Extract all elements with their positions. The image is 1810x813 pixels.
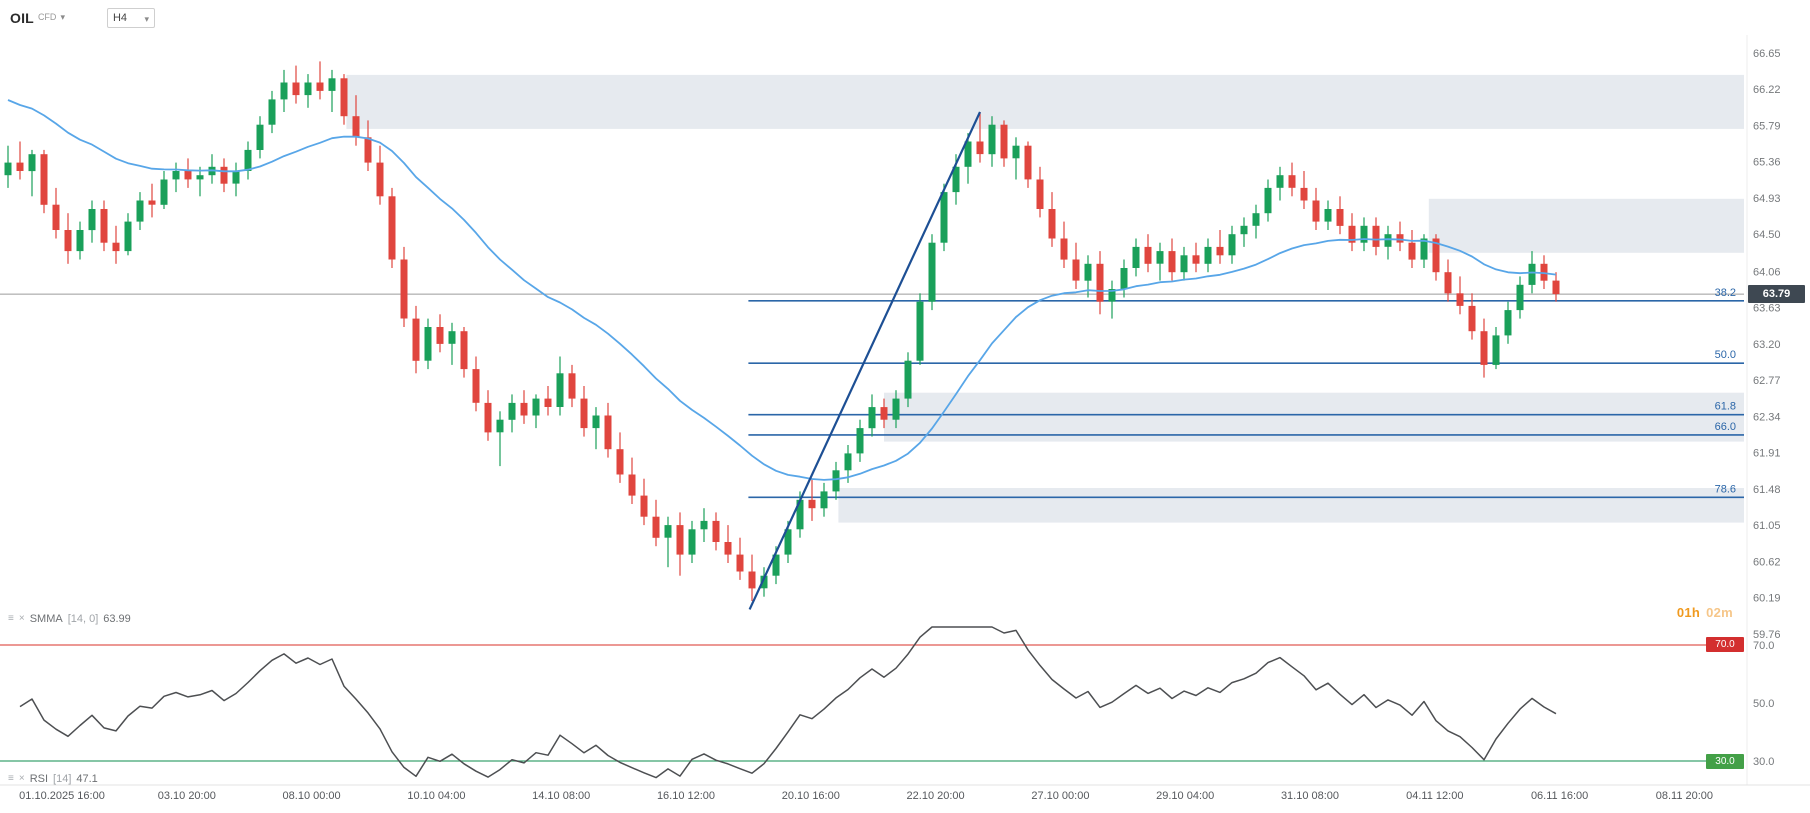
svg-text:03.10 20:00: 03.10 20:00 [158,790,216,802]
svg-text:29.10 04:00: 29.10 04:00 [1156,790,1214,802]
svg-text:38.2: 38.2 [1715,287,1736,299]
chart-area: 38.2 50.0 61.8 66.0 78.6 66.65 66.22 65.79 65.36… [0,35,1810,813]
rsi-value: 47.1 [76,773,98,785]
fibonacci-retracement: 38.2 50.0 61.8 66.0 78.6 [748,287,1744,499]
smma-value: 63.99 [103,613,131,625]
svg-text:27.10 00:00: 27.10 00:00 [1031,790,1089,802]
svg-text:50.0: 50.0 [1715,349,1736,361]
svg-text:30.0: 30.0 [1753,756,1774,768]
instrument-selector[interactable]: OIL CFD ▾ [10,10,65,26]
svg-text:08.10 00:00: 08.10 00:00 [283,790,341,802]
candles-layer [4,61,1560,601]
rsi-name: RSI [29,773,49,785]
svg-text:60.62: 60.62 [1753,556,1781,568]
svg-text:08.11 20:00: 08.11 20:00 [1656,790,1713,802]
candle-countdown: 01h 02m [1675,605,1733,620]
smma-line [7,99,1557,481]
countdown-minutes: 02m [1706,605,1733,620]
svg-text:65.79: 65.79 [1753,121,1781,133]
instrument-symbol: OIL [10,9,34,26]
smma-name: SMMA [29,613,63,625]
trend-line[interactable] [748,111,981,610]
svg-text:64.93: 64.93 [1753,193,1781,205]
indicator-menu-icon[interactable]: ≡ [8,613,14,624]
svg-text:10.10 04:00: 10.10 04:00 [407,790,465,802]
countdown-hours: 01h [1676,605,1701,620]
svg-text:50.0: 50.0 [1753,698,1774,710]
instrument-type-label: CFD [37,11,57,22]
smma-params: [14, 0] [67,613,99,625]
svg-text:06.11 16:00: 06.11 16:00 [1531,790,1588,802]
svg-text:04.11 12:00: 04.11 12:00 [1406,790,1463,802]
indicator-remove-icon[interactable]: × [18,773,25,784]
price-scale[interactable]: 66.65 66.22 65.79 65.36 64.93 64.50 64.06 63.63… [1753,48,1781,768]
svg-text:61.05: 61.05 [1753,520,1781,532]
svg-text:70.0: 70.0 [1753,640,1774,652]
svg-text:31.10 08:00: 31.10 08:00 [1281,790,1339,802]
svg-text:61.8: 61.8 [1715,401,1736,413]
indicator-menu-icon[interactable]: ≡ [8,773,14,784]
chart-toolbar: OIL CFD ▾ H4 ▾ [0,0,1810,35]
svg-text:20.10 16:00: 20.10 16:00 [782,790,840,802]
svg-text:14.10 08:00: 14.10 08:00 [532,790,590,802]
chevron-down-icon: ▾ [60,11,65,22]
svg-text:64.50: 64.50 [1753,229,1781,241]
svg-text:66.0: 66.0 [1715,421,1736,433]
svg-text:61.48: 61.48 [1753,484,1781,496]
rsi-params: [14] [53,773,72,785]
svg-text:61.91: 61.91 [1753,448,1781,460]
svg-text:64.06: 64.06 [1753,266,1781,278]
svg-text:60.19: 60.19 [1753,593,1781,605]
svg-text:62.77: 62.77 [1753,375,1781,387]
rsi-lower-badge: 30.0 [1706,754,1744,769]
timeframe-value: H4 [112,11,128,24]
svg-text:65.36: 65.36 [1753,157,1781,169]
smma-indicator-legend: ≡ × SMMA [14, 0] 63.99 [8,613,131,625]
price-chart-canvas[interactable]: 38.2 50.0 61.8 66.0 78.6 66.65 66.22 65.79 65.36… [0,35,1810,813]
svg-text:63.63: 63.63 [1753,303,1781,315]
timeframe-selector[interactable]: H4 ▾ [106,7,155,28]
svg-text:16.10 12:00: 16.10 12:00 [657,790,715,802]
svg-text:66.65: 66.65 [1753,48,1781,60]
rsi-indicator-legend: ≡ × RSI [14] 47.1 [8,773,98,785]
svg-text:62.34: 62.34 [1753,411,1781,423]
svg-text:63.20: 63.20 [1753,339,1781,351]
svg-text:01.10.2025 16:00: 01.10.2025 16:00 [19,790,105,802]
rsi-upper-badge: 70.0 [1706,637,1744,652]
chevron-down-icon: ▾ [144,13,149,24]
svg-text:59.76: 59.76 [1753,629,1781,641]
svg-text:66.22: 66.22 [1753,84,1781,96]
svg-text:22.10 20:00: 22.10 20:00 [907,790,965,802]
rsi-line [19,626,1557,779]
svg-text:78.6: 78.6 [1715,483,1736,495]
current-price-badge: 63.79 [1748,285,1805,303]
supply-demand-zones [346,74,1744,523]
time-scale[interactable]: 01.10.2025 16:00 03.10 20:00 08.10 00:00 10… [19,790,1713,802]
indicator-remove-icon[interactable]: × [18,613,25,624]
